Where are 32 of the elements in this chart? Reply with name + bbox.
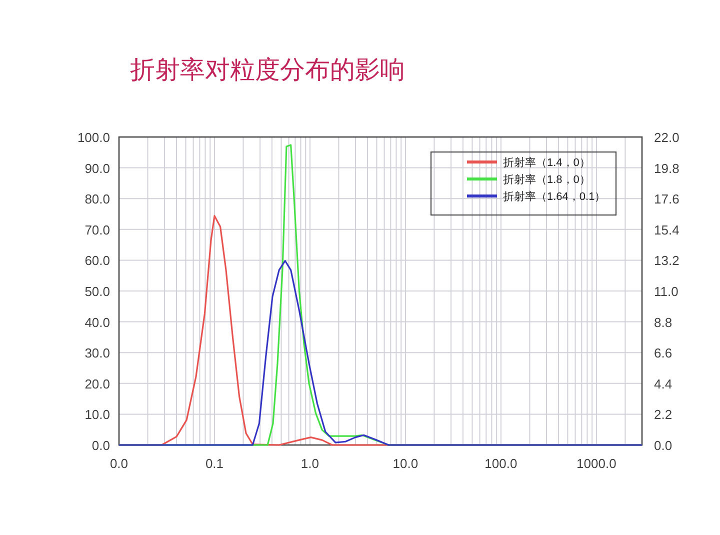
y2-tick-label: 13.2: [654, 253, 680, 268]
y2-tick-label: 4.4: [654, 376, 672, 392]
y-tick-label: 70.0: [84, 222, 110, 238]
y2-tick-label: 11.0: [654, 284, 678, 299]
legend-label: 折射率（1.4，0）: [503, 156, 590, 169]
y-tick-label: 90.0: [84, 160, 110, 176]
chart-title: 折射率对粒度分布的影响: [130, 56, 405, 84]
y-tick-label: 10.0: [84, 407, 110, 422]
x-tick-label: 100.0: [484, 456, 518, 471]
y2-tick-label: 0.0: [654, 438, 672, 453]
legend-label: 折射率（1.8，0）: [503, 173, 590, 186]
y-tick-label: 50.0: [84, 284, 110, 299]
x-tick-label: 0.0: [110, 456, 128, 471]
y2-tick-label: 8.8: [654, 314, 672, 330]
x-tick-label: 1000.0: [576, 456, 616, 471]
y-tick-label: 20.0: [84, 376, 110, 392]
y2-tick-label: 17.6: [654, 192, 680, 207]
x-tick-label: 1.0: [300, 456, 320, 471]
y-tick-label: 30.0: [84, 346, 110, 361]
x-tick-label: 0.1: [205, 456, 224, 471]
y2-tick-label: 15.4: [654, 222, 680, 238]
x-tick-label: 10.0: [392, 456, 418, 471]
y-tick-label: 0.0: [92, 438, 110, 453]
y2-tick-label: 2.2: [654, 407, 672, 422]
y-tick-label: 60.0: [84, 253, 110, 268]
y2-tick-label: 22.0: [654, 130, 680, 145]
y2-tick-label: 19.8: [654, 160, 680, 176]
y-tick-label: 40.0: [84, 314, 110, 330]
y-tick-label: 80.0: [84, 192, 110, 207]
y-tick-label: 100.0: [77, 130, 110, 145]
y2-tick-label: 6.6: [654, 346, 672, 361]
legend-label: 折射率（1.64，0.1）: [503, 190, 606, 203]
